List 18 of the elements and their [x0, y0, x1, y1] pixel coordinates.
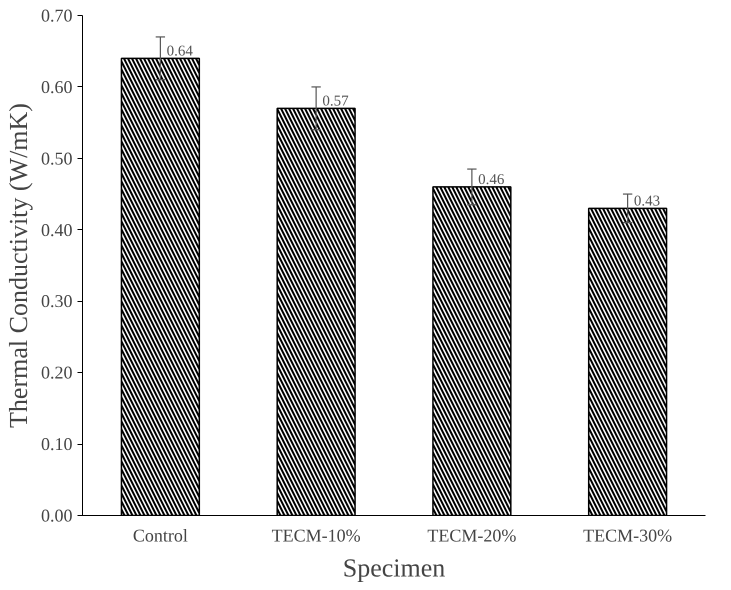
y-tick-label: 0.40	[41, 220, 72, 240]
y-tick-label: 0.50	[41, 148, 72, 168]
y-axis-title: Thermal Conductivity (W/mK)	[4, 103, 33, 428]
x-tick-label: TECM-20%	[427, 526, 516, 546]
y-tick-label: 0.00	[41, 506, 72, 526]
y-tick-label: 0.60	[41, 76, 72, 97]
y-tick-label: 0.10	[41, 434, 72, 454]
data-label: 0.46	[478, 172, 505, 188]
y-tick-label: 0.70	[41, 6, 72, 26]
data-label: 0.43	[634, 193, 660, 210]
data-label: 0.57	[322, 93, 350, 110]
x-tick-label: TECM-10%	[272, 526, 361, 546]
x-tick-label: Control	[132, 526, 188, 546]
y-tick-label: 0.30	[41, 291, 72, 312]
x-axis-title: Specimen	[342, 554, 446, 582]
y-tick-label: 0.20	[41, 362, 72, 383]
data-label: 0.64	[166, 43, 194, 60]
x-tick-label: TECM-30%	[583, 526, 672, 546]
